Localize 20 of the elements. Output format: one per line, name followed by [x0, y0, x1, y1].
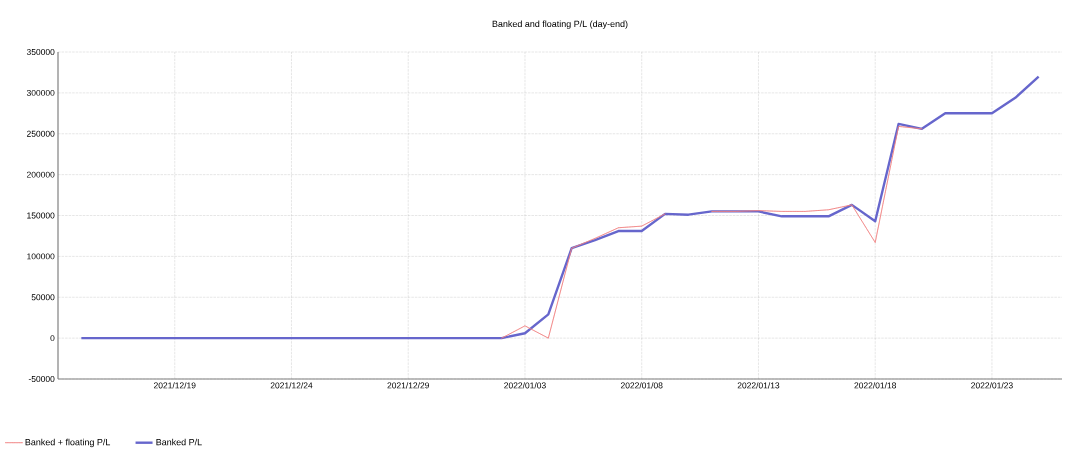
y-tick-label: -50000: [28, 376, 55, 382]
y-tick-label: 200000: [26, 171, 55, 178]
y-tick-label: 0: [50, 335, 55, 342]
legend-label: Banked + floating P/L: [25, 438, 111, 448]
y-tick-label: 50000: [31, 294, 55, 301]
x-tick-label: 2022/01/03: [504, 382, 546, 389]
x-tick-label: 2021/12/19: [153, 382, 196, 389]
y-tick-label: 100000: [27, 253, 55, 260]
x-tick-label: 2022/01/08: [620, 382, 663, 389]
y-tick-label: 300000: [26, 89, 55, 96]
chart-title: Banked and floating P/L (day-end): [492, 20, 628, 29]
x-tick-label: 2022/01/23: [971, 382, 1013, 389]
x-tick-label: 2022/01/18: [854, 382, 897, 389]
legend-label: Banked P/L: [156, 438, 202, 446]
y-tick-label: 150000: [27, 212, 55, 219]
x-tick-label: 2021/12/29: [387, 382, 430, 389]
y-tick-label: 350000: [26, 49, 55, 55]
y-tick-label: 250000: [26, 130, 55, 137]
x-tick-label: 2022/01/13: [737, 382, 780, 389]
x-tick-label: 2021/12/24: [270, 382, 313, 389]
